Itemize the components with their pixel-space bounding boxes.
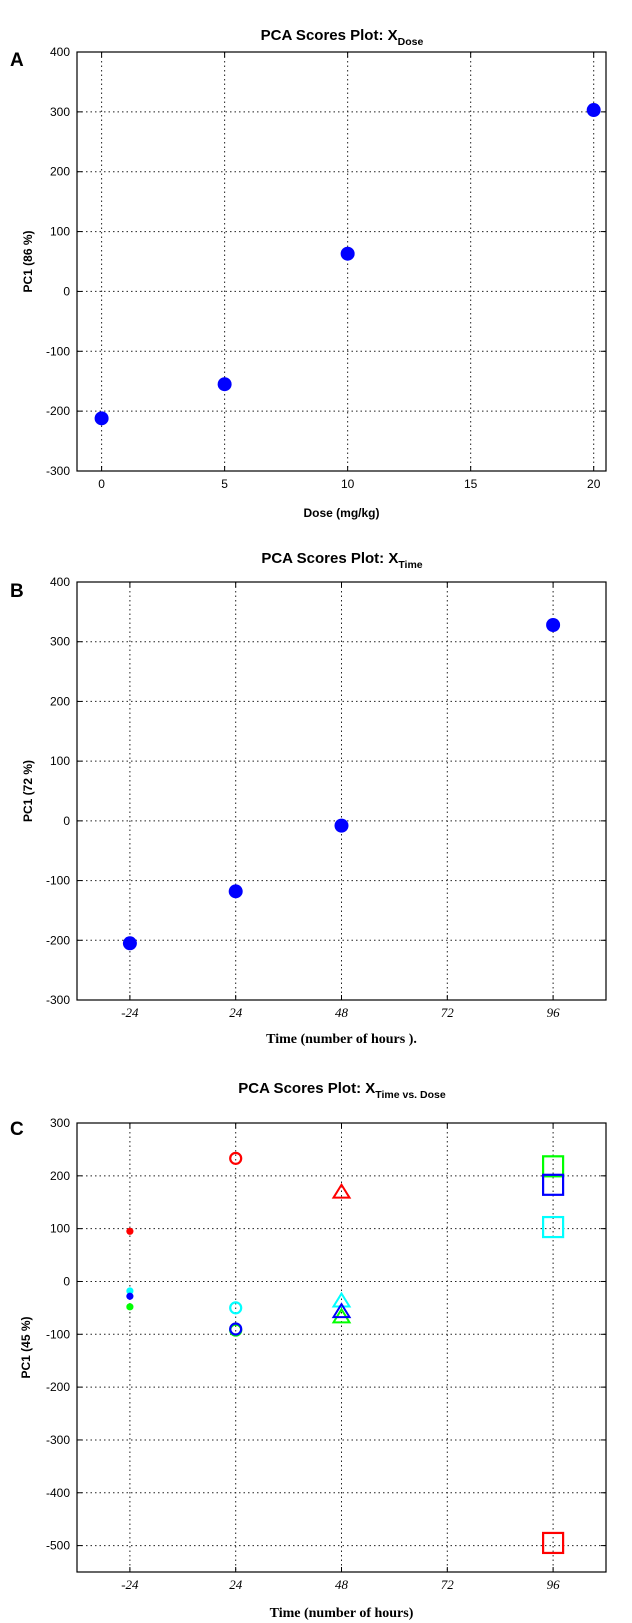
x-tick-label: 72 [441, 1577, 455, 1592]
data-point [586, 103, 601, 118]
data-point [541, 1155, 565, 1178]
data-point [331, 1302, 352, 1319]
y-tick-label: 300 [50, 635, 70, 649]
y-tick-label: 0 [63, 814, 70, 828]
data-point [331, 1307, 352, 1324]
y-axis-label: PC1 (45 %) [19, 1316, 33, 1378]
y-tick-label: -100 [46, 344, 70, 358]
y-tick-label: 400 [50, 575, 70, 589]
x-tick-label: 48 [335, 1577, 349, 1592]
data-point [334, 818, 349, 833]
y-axis-label: PC1 (86 %) [21, 230, 35, 292]
y-tick-label: -300 [46, 464, 70, 478]
x-axis-label: Time (number of hours) [270, 1606, 414, 1621]
panel-letter: C [10, 1119, 24, 1140]
chart-title-main: PCA Scores Plot: X [238, 1080, 375, 1097]
x-tick-label: 72 [441, 1005, 455, 1020]
y-tick-label: 400 [50, 45, 70, 59]
data-point [331, 1291, 352, 1308]
x-axis-label: Time (number of hours ). [266, 1032, 417, 1047]
x-tick-label: 15 [464, 477, 478, 491]
y-tick-label: 0 [63, 1274, 70, 1288]
y-tick-label: -100 [46, 1327, 70, 1341]
y-tick-label: -200 [46, 1380, 70, 1394]
data-point [541, 1173, 565, 1196]
chart-title-subscript: Time [398, 559, 422, 571]
data-point [340, 246, 355, 261]
y-tick-label: 300 [50, 105, 70, 119]
panel-letter: A [10, 50, 24, 71]
chart-panel-a: PCA Scores Plot: XDose A 0 5 10 15 20 -300 -200 -… [10, 27, 607, 520]
y-axis-label: PC1 (72 %) [21, 760, 35, 822]
chart-title-main: PCA Scores Plot: X [261, 27, 398, 44]
data-point [331, 1182, 352, 1199]
x-tick-label: 20 [587, 477, 601, 491]
x-tick-label: 0 [98, 477, 105, 491]
x-tick-label: 24 [229, 1005, 243, 1020]
y-tick-label: 200 [50, 165, 70, 179]
x-tick-label: -24 [121, 1005, 139, 1020]
data-point [217, 377, 232, 392]
y-tick-label: 100 [50, 1222, 70, 1236]
data-point [126, 1292, 134, 1300]
chart-title: PCA Scores Plot: XTime [261, 550, 422, 571]
chart-title-subscript: Dose [398, 36, 424, 48]
y-tick-label: -100 [46, 874, 70, 888]
data-point [229, 1301, 243, 1315]
y-tick-label: -500 [46, 1539, 70, 1553]
y-tick-label: -300 [46, 1433, 70, 1447]
y-tick-label: 0 [63, 284, 70, 298]
x-tick-label: 10 [341, 477, 355, 491]
x-tick-label: 5 [221, 477, 228, 491]
x-tick-label: 96 [547, 1577, 561, 1592]
plot-frame [76, 1122, 607, 1573]
data-point [546, 617, 561, 632]
panel-letter: B [10, 581, 24, 602]
data-point [229, 1151, 243, 1165]
chart-title: PCA Scores Plot: XTime vs. Dose [238, 1080, 446, 1101]
chart-title: PCA Scores Plot: XDose [261, 27, 424, 48]
data-point [94, 411, 109, 426]
y-tick-label: 200 [50, 1169, 70, 1183]
y-tick-label: -200 [46, 404, 70, 418]
chart-panel-b: PCA Scores Plot: XTime B -24 24 48 72 96 -300 -2… [10, 550, 607, 1047]
y-tick-label: -200 [46, 933, 70, 947]
plot-frame [76, 51, 607, 472]
data-point [126, 1227, 134, 1235]
chart-title-subscript: Time vs. Dose [375, 1089, 446, 1101]
data-point [541, 1531, 565, 1555]
x-tick-label: 48 [335, 1005, 349, 1020]
data-point [541, 1215, 565, 1239]
chart-panel-c: PCA Scores Plot: XTime vs. Dose C -24 24 48 7… [10, 1080, 607, 1621]
x-tick-label: 24 [229, 1577, 243, 1592]
x-tick-label: 96 [547, 1005, 561, 1020]
chart-title-main: PCA Scores Plot: X [261, 550, 398, 567]
plot-frame [76, 581, 607, 1001]
data-point [126, 1287, 134, 1295]
x-tick-label: -24 [121, 1577, 139, 1592]
y-tick-label: -300 [46, 993, 70, 1007]
y-tick-label: 300 [50, 1116, 70, 1130]
data-point [228, 884, 243, 899]
y-tick-label: 200 [50, 694, 70, 708]
data-point [126, 1303, 134, 1311]
data-point [122, 936, 137, 951]
y-tick-label: 100 [50, 225, 70, 239]
data-point [229, 1322, 243, 1336]
y-tick-label: -400 [46, 1486, 70, 1500]
x-axis-label: Dose (mg/kg) [303, 506, 379, 520]
y-tick-label: 100 [50, 754, 70, 768]
